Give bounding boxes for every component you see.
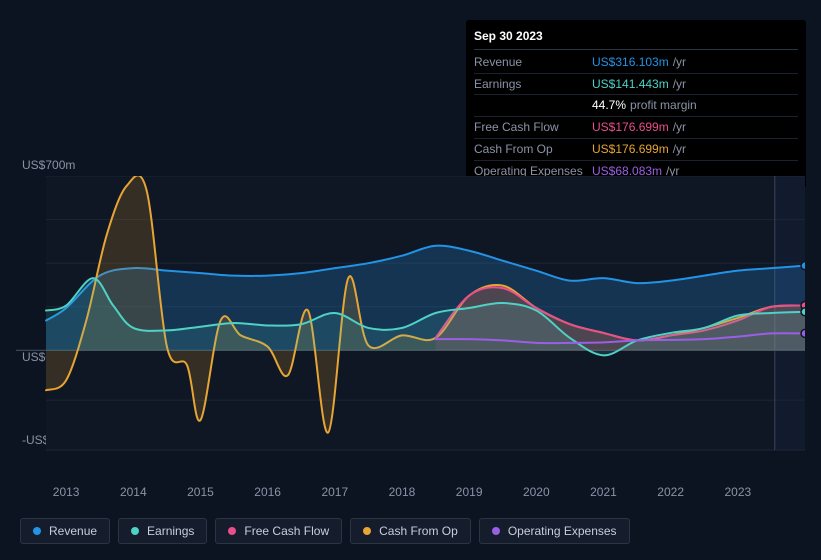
tooltip-row: Free Cash FlowUS$176.699m/yr bbox=[474, 117, 798, 139]
x-tick: 2016 bbox=[254, 485, 281, 499]
tooltip-profit-margin-label: profit margin bbox=[630, 97, 697, 114]
x-tick: 2014 bbox=[120, 485, 147, 499]
x-tick: 2013 bbox=[53, 485, 80, 499]
y-label-top: US$700m bbox=[22, 158, 75, 172]
chart-area: US$700m US$0 -US$400m bbox=[16, 160, 805, 480]
tooltip-row-value: US$316.103m bbox=[592, 54, 669, 71]
chart-svg bbox=[16, 176, 805, 466]
tooltip-profit-margin-value: 44.7% bbox=[592, 97, 626, 114]
tooltip-row-label: Earnings bbox=[474, 76, 592, 93]
x-tick: 2023 bbox=[724, 485, 751, 499]
x-tick: 2020 bbox=[523, 485, 550, 499]
x-tick: 2017 bbox=[321, 485, 348, 499]
legend-dot-icon bbox=[228, 527, 236, 535]
x-tick: 2018 bbox=[389, 485, 416, 499]
x-tick: 2022 bbox=[657, 485, 684, 499]
legend-item[interactable]: Free Cash Flow bbox=[215, 518, 342, 544]
tooltip-row-unit: /yr bbox=[673, 54, 686, 71]
tooltip-row: RevenueUS$316.103m/yr bbox=[474, 52, 798, 74]
legend-dot-icon bbox=[131, 527, 139, 535]
x-axis: 2013 2014 2015 2016 2017 2018 2019 2020 2021 2022… bbox=[16, 485, 805, 501]
legend-dot-icon bbox=[363, 527, 371, 535]
tooltip-row-unit: /yr bbox=[673, 119, 686, 136]
legend-label: Revenue bbox=[49, 524, 97, 538]
tooltip-row-label: Revenue bbox=[474, 54, 592, 71]
tooltip-row-label: Cash From Op bbox=[474, 141, 592, 158]
legend-label: Free Cash Flow bbox=[244, 524, 329, 538]
legend-label: Cash From Op bbox=[379, 524, 458, 538]
x-tick: 2021 bbox=[590, 485, 617, 499]
tooltip-date: Sep 30 2023 bbox=[474, 26, 798, 50]
legend-label: Operating Expenses bbox=[508, 524, 617, 538]
legend-item[interactable]: Earnings bbox=[118, 518, 207, 544]
tooltip-row: 44.7%profit margin bbox=[474, 95, 798, 117]
legend-item[interactable]: Cash From Op bbox=[350, 518, 471, 544]
legend-item[interactable]: Revenue bbox=[20, 518, 110, 544]
tooltip-row-label: Free Cash Flow bbox=[474, 119, 592, 136]
tooltip-row: EarningsUS$141.443m/yr bbox=[474, 74, 798, 96]
legend-dot-icon bbox=[492, 527, 500, 535]
tooltip-row-value: US$176.699m bbox=[592, 141, 669, 158]
legend-item[interactable]: Operating Expenses bbox=[479, 518, 630, 544]
chart-legend: Revenue Earnings Free Cash Flow Cash From O… bbox=[20, 518, 630, 544]
tooltip-row-unit: /yr bbox=[673, 76, 686, 93]
tooltip-row-value: US$176.699m bbox=[592, 119, 669, 136]
x-tick: 2015 bbox=[187, 485, 214, 499]
tooltip-row-unit: /yr bbox=[673, 141, 686, 158]
tooltip-row-value: US$141.443m bbox=[592, 76, 669, 93]
legend-label: Earnings bbox=[147, 524, 194, 538]
legend-dot-icon bbox=[33, 527, 41, 535]
x-tick: 2019 bbox=[456, 485, 483, 499]
tooltip-row: Cash From OpUS$176.699m/yr bbox=[474, 139, 798, 161]
